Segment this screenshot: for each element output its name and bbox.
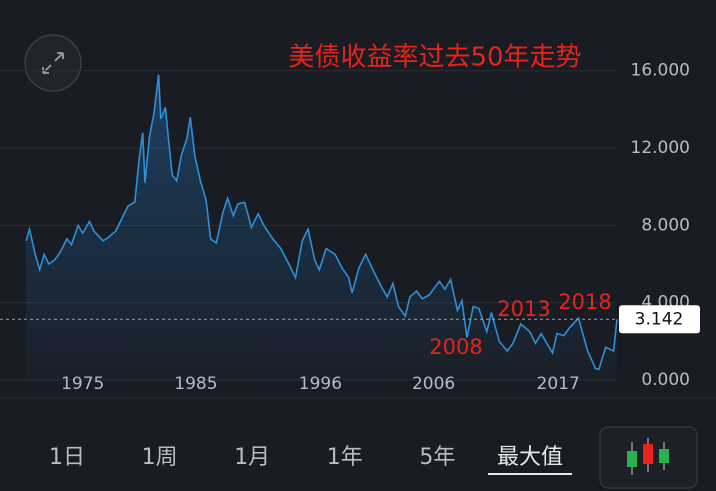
area — [26, 74, 618, 381]
range-button[interactable]: 1年 — [327, 445, 363, 470]
range-button[interactable]: 1日 — [49, 445, 85, 470]
y-tick-label: 0.000 — [641, 370, 690, 390]
annotation: 2018 — [558, 290, 611, 314]
y-tick-label: 8.000 — [641, 215, 690, 235]
chart-title: 美债收益率过去50年走势 — [288, 43, 581, 73]
last-value-label: 3.142 — [635, 309, 684, 329]
annotation: 2008 — [429, 335, 482, 359]
candle-button[interactable] — [599, 426, 698, 489]
y-tick-label: 12.000 — [631, 138, 690, 158]
range-button[interactable]: 最大值 — [497, 445, 563, 470]
expand-button[interactable] — [24, 34, 82, 92]
line — [25, 74, 618, 371]
annotation: 2013 — [497, 297, 550, 321]
candle-icon — [627, 451, 637, 467]
range-button[interactable]: 1周 — [142, 445, 178, 470]
y-tick-label: 16.000 — [631, 61, 690, 81]
range-button[interactable]: 5年 — [419, 445, 455, 470]
candle-icon — [643, 444, 653, 464]
last-value-box — [619, 305, 700, 334]
expand-icon — [42, 52, 64, 74]
expand-circle — [24, 34, 82, 92]
range-button[interactable]: 1月 — [234, 445, 270, 470]
candle-icon — [659, 449, 669, 463]
